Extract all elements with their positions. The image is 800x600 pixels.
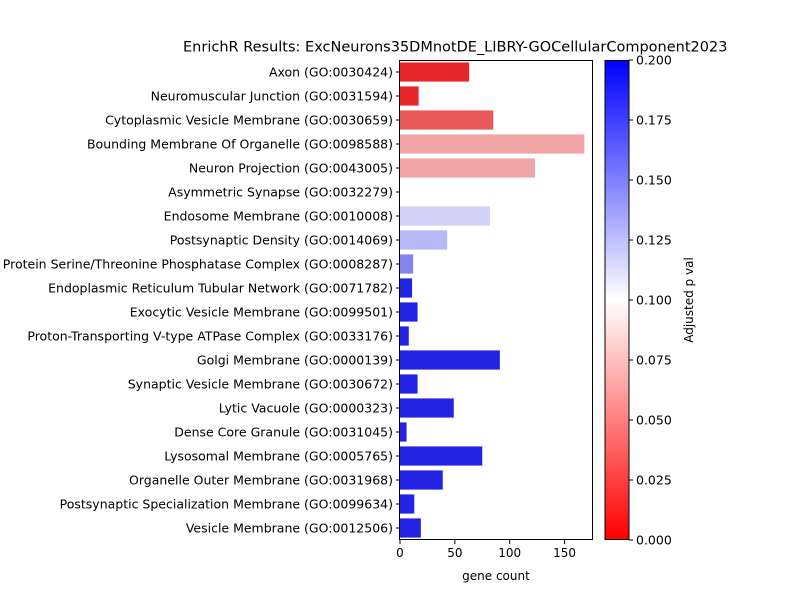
category-label: Lysosomal Membrane (GO:0005765): [164, 449, 393, 464]
category-label: Bounding Membrane Of Organelle (GO:00985…: [87, 137, 393, 152]
bar: [400, 86, 419, 106]
bar: [400, 62, 470, 82]
x-tick-label: 150: [553, 546, 576, 560]
bar: [400, 398, 454, 418]
category-label: Endoplasmic Reticulum Tubular Network (G…: [48, 281, 393, 296]
colorbar-tick-label: 0.200: [636, 53, 672, 68]
bar: [400, 134, 585, 154]
colorbar-label: Adjusted p val: [682, 257, 696, 343]
x-tick-label: 100: [498, 546, 521, 560]
x-axis: 0 50 100 150: [396, 540, 576, 560]
x-tick-label: 0: [396, 546, 404, 560]
colorbar-tick-label: 0.075: [636, 353, 672, 368]
colorbar-tick-label: 0.175: [636, 113, 672, 128]
colorbar-tick-label: 0.125: [636, 233, 672, 248]
bar: [400, 494, 415, 514]
category-label: Organelle Outer Membrane (GO:0031968): [129, 473, 393, 488]
bar: [400, 110, 494, 130]
colorbar-tick-label: 0.100: [636, 293, 672, 308]
chart-title: EnrichR Results: ExcNeurons35DMnotDE_LIB…: [183, 40, 727, 56]
category-label: Synaptic Vesicle Membrane (GO:0030672): [128, 377, 393, 392]
category-label: Protein Serine/Threonine Phosphatase Com…: [3, 257, 393, 272]
category-label: Exocytic Vesicle Membrane (GO:0099501): [130, 305, 393, 320]
category-label: Vesicle Membrane (GO:0012506): [186, 521, 393, 536]
bar: [400, 302, 418, 322]
category-label: Axon (GO:0030424): [269, 65, 393, 80]
bar: [400, 518, 421, 538]
colorbar-tick-label: 0.050: [636, 413, 672, 428]
category-label: Endosome Membrane (GO:0010008): [164, 209, 393, 224]
colorbar-tick-label: 0.000: [636, 533, 672, 548]
category-label: Asymmetric Synapse (GO:0032279): [168, 185, 393, 200]
plot-frame: [399, 60, 593, 540]
bar: [400, 326, 409, 346]
category-label: Cytoplasmic Vesicle Membrane (GO:0030659…: [105, 113, 393, 128]
bar: [400, 158, 535, 178]
category-label: Lytic Vacuole (GO:0000323): [219, 401, 393, 416]
bar: [400, 206, 490, 226]
colorbar-gradient: [604, 60, 630, 540]
bar: [400, 446, 483, 466]
bar: [400, 254, 414, 274]
bar: [400, 230, 448, 250]
colorbar-tick-label: 0.025: [636, 473, 672, 488]
bars-group: [400, 62, 585, 538]
colorbar: 0.000 0.025 0.050 0.075 0.100 0.125 0.150 0.175…: [604, 53, 696, 548]
category-label: Dense Core Granule (GO:0031045): [174, 425, 393, 440]
category-label: Postsynaptic Specialization Membrane (GO…: [60, 497, 393, 512]
bar: [400, 374, 418, 394]
bar: [400, 422, 407, 442]
category-labels: Axon (GO:0030424) Neuromuscular Junction …: [3, 65, 400, 536]
category-label: Golgi Membrane (GO:0000139): [197, 353, 393, 368]
bar: [400, 278, 413, 298]
colorbar-ticks: 0.000 0.025 0.050 0.075 0.100 0.125 0.150 0.175…: [629, 53, 672, 548]
bar: [400, 470, 443, 490]
category-label: Postsynaptic Density (GO:0014069): [170, 233, 393, 248]
category-label: Neuromuscular Junction (GO:0031594): [151, 89, 393, 104]
category-label: Neuron Projection (GO:0043005): [189, 161, 393, 176]
colorbar-tick-label: 0.150: [636, 173, 672, 188]
bar: [400, 350, 500, 370]
category-label: Proton-Transporting V-type ATPase Comple…: [27, 329, 393, 344]
x-axis-label: gene count: [462, 569, 530, 583]
x-tick-label: 50: [447, 546, 462, 560]
